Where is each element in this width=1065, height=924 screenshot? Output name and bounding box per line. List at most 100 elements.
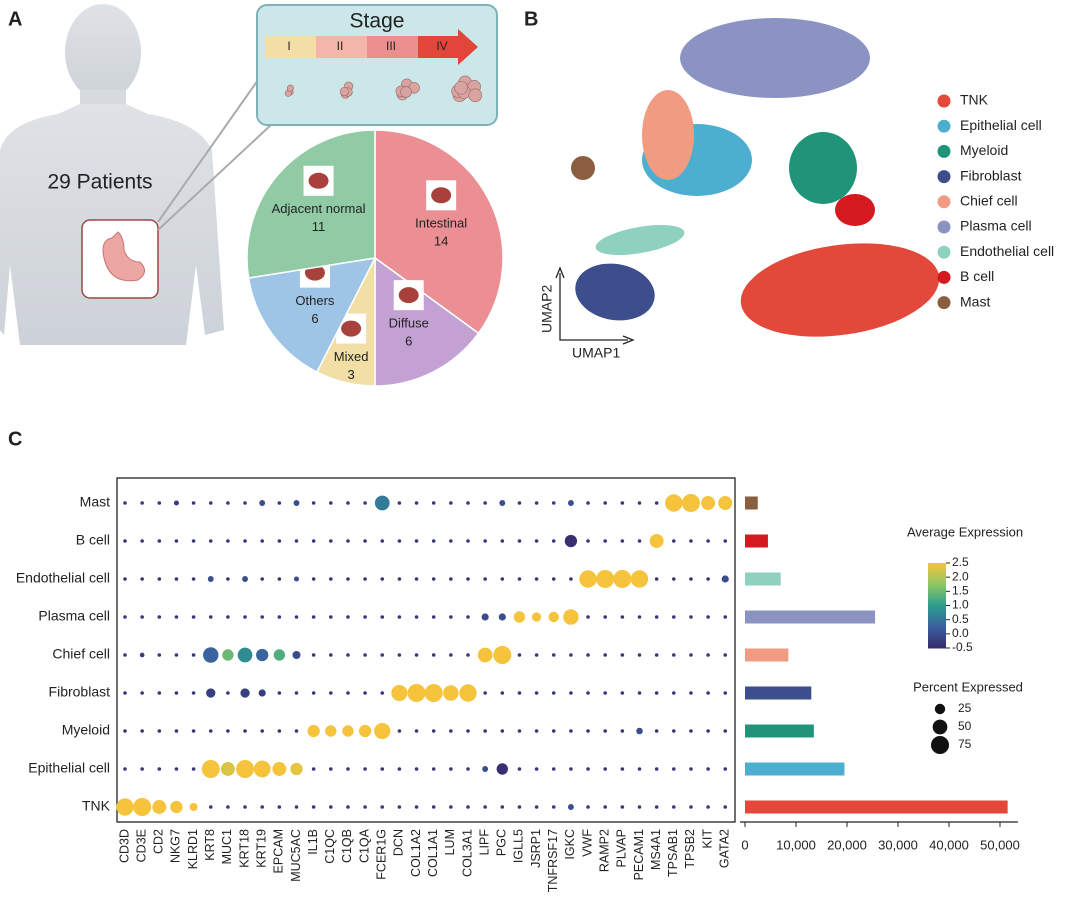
dot xyxy=(701,496,716,510)
dot xyxy=(226,501,230,505)
dot xyxy=(579,570,597,588)
dot xyxy=(191,539,196,543)
dot xyxy=(498,613,506,621)
dot xyxy=(620,805,625,809)
colorbar-tick-label: 0.5 xyxy=(952,612,969,626)
legend-label: Chief cell xyxy=(960,193,1018,209)
dot xyxy=(329,805,333,809)
colorbar-step xyxy=(928,626,946,630)
slice-icon xyxy=(431,187,452,204)
colorbar-step xyxy=(928,584,946,587)
dot xyxy=(206,688,216,698)
dot xyxy=(681,494,700,512)
dot xyxy=(363,501,367,505)
dot xyxy=(226,615,230,619)
dot xyxy=(363,653,367,657)
bar xyxy=(745,724,814,738)
dot xyxy=(689,577,693,581)
colorbar-step xyxy=(928,635,946,638)
gene-label: PGC xyxy=(495,829,509,856)
legend-label: Fibroblast xyxy=(960,167,1022,183)
legend-swatch xyxy=(937,119,951,133)
dot xyxy=(620,691,625,695)
panel-label: A xyxy=(8,8,22,30)
stage-arrow xyxy=(418,29,478,65)
dot xyxy=(191,767,196,771)
colorbar-step xyxy=(928,628,946,632)
umap-arrow xyxy=(555,266,635,345)
dot xyxy=(431,653,436,657)
dot xyxy=(466,729,470,733)
dot xyxy=(551,653,556,657)
dot xyxy=(706,653,710,657)
dot xyxy=(329,539,333,543)
size-legend-label: 50 xyxy=(958,719,972,733)
dot xyxy=(654,805,659,809)
dot xyxy=(157,653,162,657)
dot xyxy=(443,685,459,701)
colorbar-step xyxy=(928,588,946,592)
dot xyxy=(637,691,642,695)
gene-label: KRT8 xyxy=(203,829,217,861)
cluster-blob xyxy=(642,90,694,180)
colorbar-step xyxy=(928,614,946,617)
dot xyxy=(260,615,265,619)
colorbar-step xyxy=(928,605,946,609)
cluster-blob xyxy=(789,132,857,204)
dot xyxy=(569,577,573,581)
dot xyxy=(157,539,162,543)
dot xyxy=(133,798,152,816)
dot xyxy=(273,649,286,661)
dot xyxy=(259,500,266,506)
colorbar-step xyxy=(928,616,946,619)
dot xyxy=(243,805,247,809)
dot xyxy=(123,767,127,771)
dot xyxy=(654,501,659,505)
dot xyxy=(346,805,350,809)
dot xyxy=(431,805,436,809)
dot xyxy=(346,691,350,695)
dot xyxy=(243,615,247,619)
dot xyxy=(431,615,436,619)
cluster-blob xyxy=(740,243,940,337)
dot xyxy=(551,729,556,733)
dot xyxy=(397,729,402,733)
dot xyxy=(325,725,337,737)
dot xyxy=(637,539,642,543)
gene-label: NKG7 xyxy=(169,829,183,863)
dot xyxy=(329,767,333,771)
dot xyxy=(311,577,316,581)
dot xyxy=(586,805,590,809)
stage-label: III xyxy=(386,39,396,53)
bar xyxy=(745,762,845,776)
dot xyxy=(157,577,162,581)
dot xyxy=(637,805,642,809)
x-tick-label: 50,000 xyxy=(980,837,1020,852)
dot xyxy=(517,653,522,657)
size-legend-dot xyxy=(934,703,946,715)
y-axis-label: UMAP2 xyxy=(539,285,555,333)
dot xyxy=(672,577,676,581)
dot xyxy=(466,615,470,619)
dot xyxy=(500,539,505,543)
dot xyxy=(277,805,282,809)
dot xyxy=(174,577,179,581)
dot xyxy=(140,691,144,695)
dot xyxy=(236,760,255,778)
dot xyxy=(414,805,419,809)
dot xyxy=(363,539,367,543)
dot xyxy=(620,539,625,543)
colorbar-step xyxy=(928,620,946,623)
slice-icon xyxy=(341,320,362,337)
colorbar-step xyxy=(928,586,946,589)
dot xyxy=(483,577,487,581)
bar xyxy=(745,610,876,624)
dot xyxy=(706,577,710,581)
dot xyxy=(706,805,710,809)
colorbar-step xyxy=(928,573,946,577)
dot xyxy=(483,539,487,543)
dot xyxy=(294,539,299,543)
dot xyxy=(391,684,408,702)
dot xyxy=(329,653,333,657)
dot xyxy=(654,691,659,695)
